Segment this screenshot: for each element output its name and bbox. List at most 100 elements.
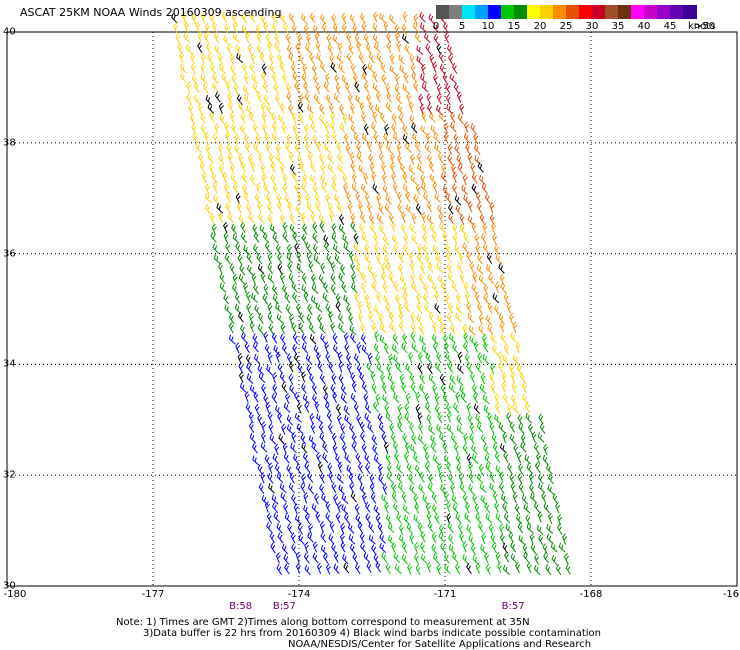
wind-barb <box>271 112 277 124</box>
wind-barb <box>504 551 510 563</box>
wind-barb <box>381 162 387 174</box>
wind-barb <box>284 194 292 205</box>
lat-tick-label: 32 <box>3 469 16 481</box>
wind-barb <box>205 143 211 156</box>
wind-barb <box>243 282 249 294</box>
wind-barb <box>332 344 340 355</box>
wind-barb <box>409 54 415 66</box>
wind-barb <box>399 373 405 385</box>
wind-barb <box>277 532 284 544</box>
wind-barb <box>454 562 461 575</box>
wind-barb <box>246 264 254 276</box>
wind-barb <box>272 502 279 514</box>
wind-barb <box>440 542 447 554</box>
wind-barb <box>221 11 228 23</box>
wind-barb <box>270 161 276 173</box>
wind-barb <box>303 23 310 36</box>
wind-barb <box>339 104 345 116</box>
wind-barb <box>418 483 425 495</box>
wind-barb <box>503 564 510 575</box>
wind-barb <box>430 434 437 446</box>
wind-barb <box>456 424 464 435</box>
wind-barb <box>258 483 265 495</box>
wind-barb <box>298 322 304 334</box>
wind-barb <box>336 473 344 484</box>
legend-swatch <box>683 5 697 19</box>
wind-barb <box>316 352 322 364</box>
wind-barb <box>379 335 387 346</box>
wind-barb <box>448 53 454 65</box>
wind-barb <box>335 403 342 416</box>
wind-barb <box>211 223 217 236</box>
wind-barb <box>367 62 375 74</box>
wind-barb <box>348 113 355 125</box>
wind-barb <box>417 243 423 256</box>
wind-barb <box>424 392 430 405</box>
wind-barb <box>310 422 316 434</box>
wind-barb <box>294 412 302 423</box>
wind-barb <box>200 63 206 75</box>
wind-barb <box>323 234 330 246</box>
wind-barb <box>471 172 478 184</box>
wind-barb <box>275 351 281 363</box>
wind-barb <box>171 12 178 24</box>
wind-barb <box>251 442 258 454</box>
wind-barb <box>210 232 217 243</box>
wind-barb <box>305 353 313 365</box>
wind-barb <box>512 403 520 414</box>
wind-barb <box>443 552 450 564</box>
wind-barb <box>502 393 509 405</box>
wind-barb <box>301 342 309 354</box>
wind-barb <box>277 412 283 424</box>
wind-barb <box>350 372 356 384</box>
wind-barb <box>436 352 442 364</box>
wind-barb <box>420 263 426 275</box>
wind-barb <box>264 132 271 144</box>
wind-barb <box>349 14 357 25</box>
wind-barb <box>351 433 357 445</box>
wind-barb <box>421 111 427 123</box>
wind-barb <box>458 252 464 264</box>
wind-barb <box>321 493 329 504</box>
wind-barb <box>499 471 505 483</box>
wind-barb <box>381 173 387 185</box>
wind-barb <box>348 313 354 326</box>
wind-barb <box>230 64 237 76</box>
wind-barb <box>253 391 259 403</box>
wind-barb <box>287 201 293 213</box>
wind-barb <box>319 103 325 115</box>
wind-barb <box>257 263 265 275</box>
wind-barb <box>500 282 507 294</box>
wind-barb <box>433 33 439 45</box>
wind-barb <box>323 281 329 293</box>
wind-barb <box>261 63 267 75</box>
wind-barb <box>283 402 291 413</box>
wind-barb <box>314 32 320 44</box>
wind-barb <box>200 12 206 24</box>
wind-barb <box>509 312 515 325</box>
wind-barb <box>284 142 291 153</box>
wind-barb <box>302 63 308 76</box>
wind-barb <box>240 232 248 243</box>
wind-barb <box>291 432 297 444</box>
wind-barb <box>299 93 305 105</box>
wind-barb <box>386 91 392 103</box>
wind-barb <box>359 484 366 495</box>
wind-barb <box>402 83 410 94</box>
wind-barb <box>294 143 301 155</box>
wind-barb <box>440 282 448 293</box>
wind-barb <box>230 123 237 135</box>
wind-barb <box>378 224 386 235</box>
wind-barb <box>543 552 549 564</box>
wind-barb <box>406 523 413 534</box>
wind-barb <box>313 344 320 356</box>
wind-barb <box>180 63 188 74</box>
wind-barb <box>385 412 393 423</box>
wind-barb <box>387 373 395 385</box>
wind-barb <box>325 131 331 144</box>
wind-barb <box>351 441 358 453</box>
wind-barb <box>492 233 498 245</box>
wind-barb <box>306 364 312 376</box>
wind-barb <box>444 491 450 503</box>
wind-barb <box>331 13 337 26</box>
